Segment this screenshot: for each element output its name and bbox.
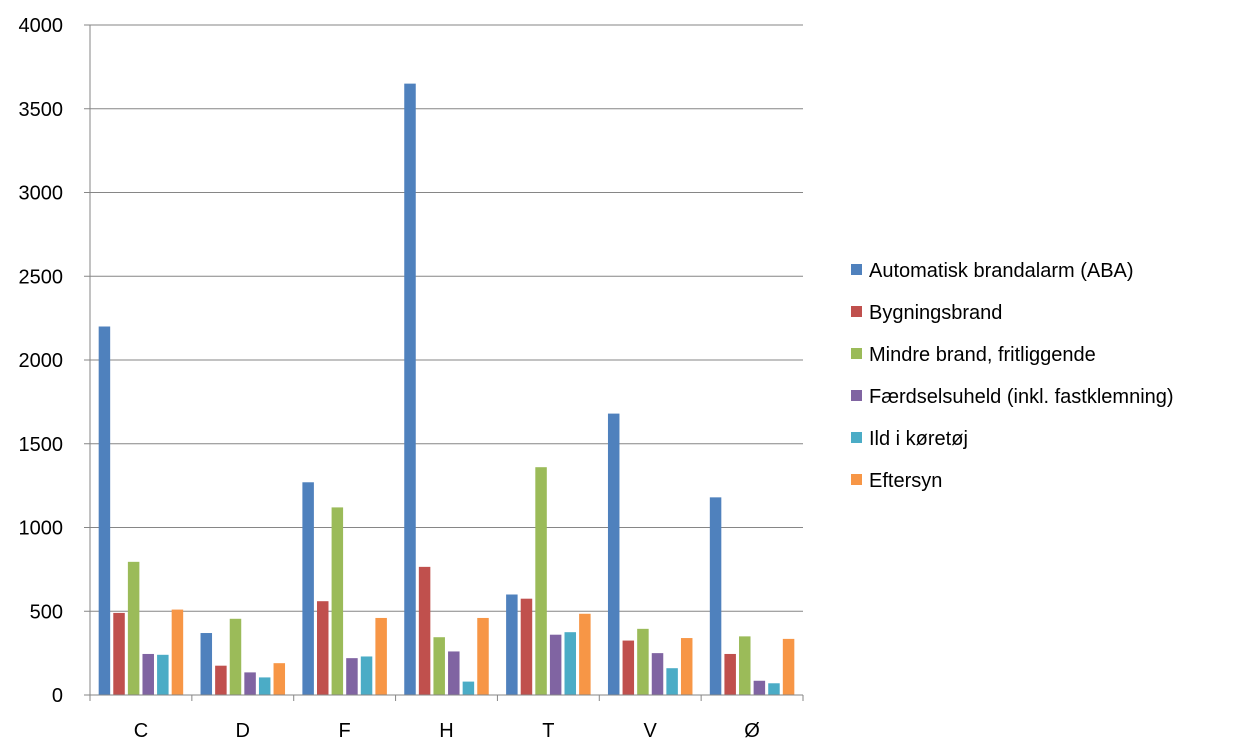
bar (549, 634, 562, 695)
bar (433, 637, 445, 695)
bar (462, 681, 475, 695)
y-tick-label: 0 (52, 685, 63, 707)
bar (331, 507, 344, 695)
legend-label: Færdselsuheld (inkl. fastklemning) (869, 386, 1174, 408)
bar (535, 467, 547, 695)
bar (768, 683, 780, 695)
bar (782, 638, 795, 695)
bar (477, 617, 489, 695)
bar (375, 617, 387, 695)
bar (360, 656, 373, 695)
bar (171, 609, 184, 695)
legend-label: Bygningsbrand (869, 302, 1002, 324)
bar (316, 601, 329, 695)
bar (229, 618, 242, 695)
x-tick-label: C (134, 720, 148, 742)
bar (637, 628, 649, 695)
y-tick-label: 3000 (19, 183, 64, 205)
y-tick-label: 1000 (19, 518, 64, 540)
x-tick-label: D (236, 720, 250, 742)
bar (724, 653, 736, 695)
y-tick-label: 4000 (19, 15, 64, 37)
legend-label: Eftersyn (869, 470, 942, 492)
bar (302, 482, 314, 695)
bar (607, 413, 620, 695)
bar (448, 651, 460, 695)
bar (680, 638, 693, 695)
bar (579, 613, 591, 695)
y-tick-label: 3500 (19, 99, 64, 121)
y-axis-tick-labels: 0 500 1000 1500 2000 2500 3000 3500 4000 (19, 15, 64, 707)
axes (84, 24, 804, 701)
y-tick-label: 2500 (19, 266, 64, 288)
bar (258, 677, 271, 695)
x-tick-label: V (644, 720, 658, 742)
legend-label: Mindre brand, fritliggende (869, 344, 1096, 366)
legend-swatch (851, 306, 862, 317)
x-tick-label: T (542, 720, 554, 742)
legend-swatch (851, 474, 862, 485)
bar (127, 561, 140, 695)
bar (98, 326, 111, 695)
legend-label: Automatisk brandalarm (ABA) (869, 260, 1134, 282)
legend-swatch (851, 432, 862, 443)
bar (739, 636, 751, 695)
bar (404, 83, 416, 695)
bar (622, 640, 635, 695)
bar (346, 658, 358, 695)
bar (418, 566, 431, 695)
bar (506, 594, 518, 695)
x-tick-label: Ø (744, 720, 760, 742)
legend-swatch (851, 390, 862, 401)
gridlines (90, 24, 803, 612)
x-tick-label: H (439, 720, 453, 742)
legend-label: Ild i køretøj (869, 428, 968, 450)
bar (273, 663, 286, 695)
bar (200, 633, 213, 695)
bar (564, 632, 577, 695)
y-tick-label: 2000 (19, 350, 64, 372)
bar (142, 653, 154, 695)
bar (520, 598, 533, 695)
bar (651, 653, 664, 695)
legend-swatch (851, 264, 862, 275)
legend: Automatisk brandalarm (ABA) Bygningsbrand… (851, 260, 1174, 492)
bar (157, 654, 169, 695)
bar (753, 680, 766, 695)
y-tick-label: 1500 (19, 434, 64, 456)
bars (98, 83, 795, 695)
bar (666, 668, 678, 695)
y-tick-label: 500 (30, 601, 63, 623)
bar (244, 672, 256, 695)
x-tick-label: F (339, 720, 351, 742)
bar (709, 497, 722, 695)
legend-swatch (851, 348, 862, 359)
bar (215, 665, 227, 695)
bar (113, 612, 125, 695)
